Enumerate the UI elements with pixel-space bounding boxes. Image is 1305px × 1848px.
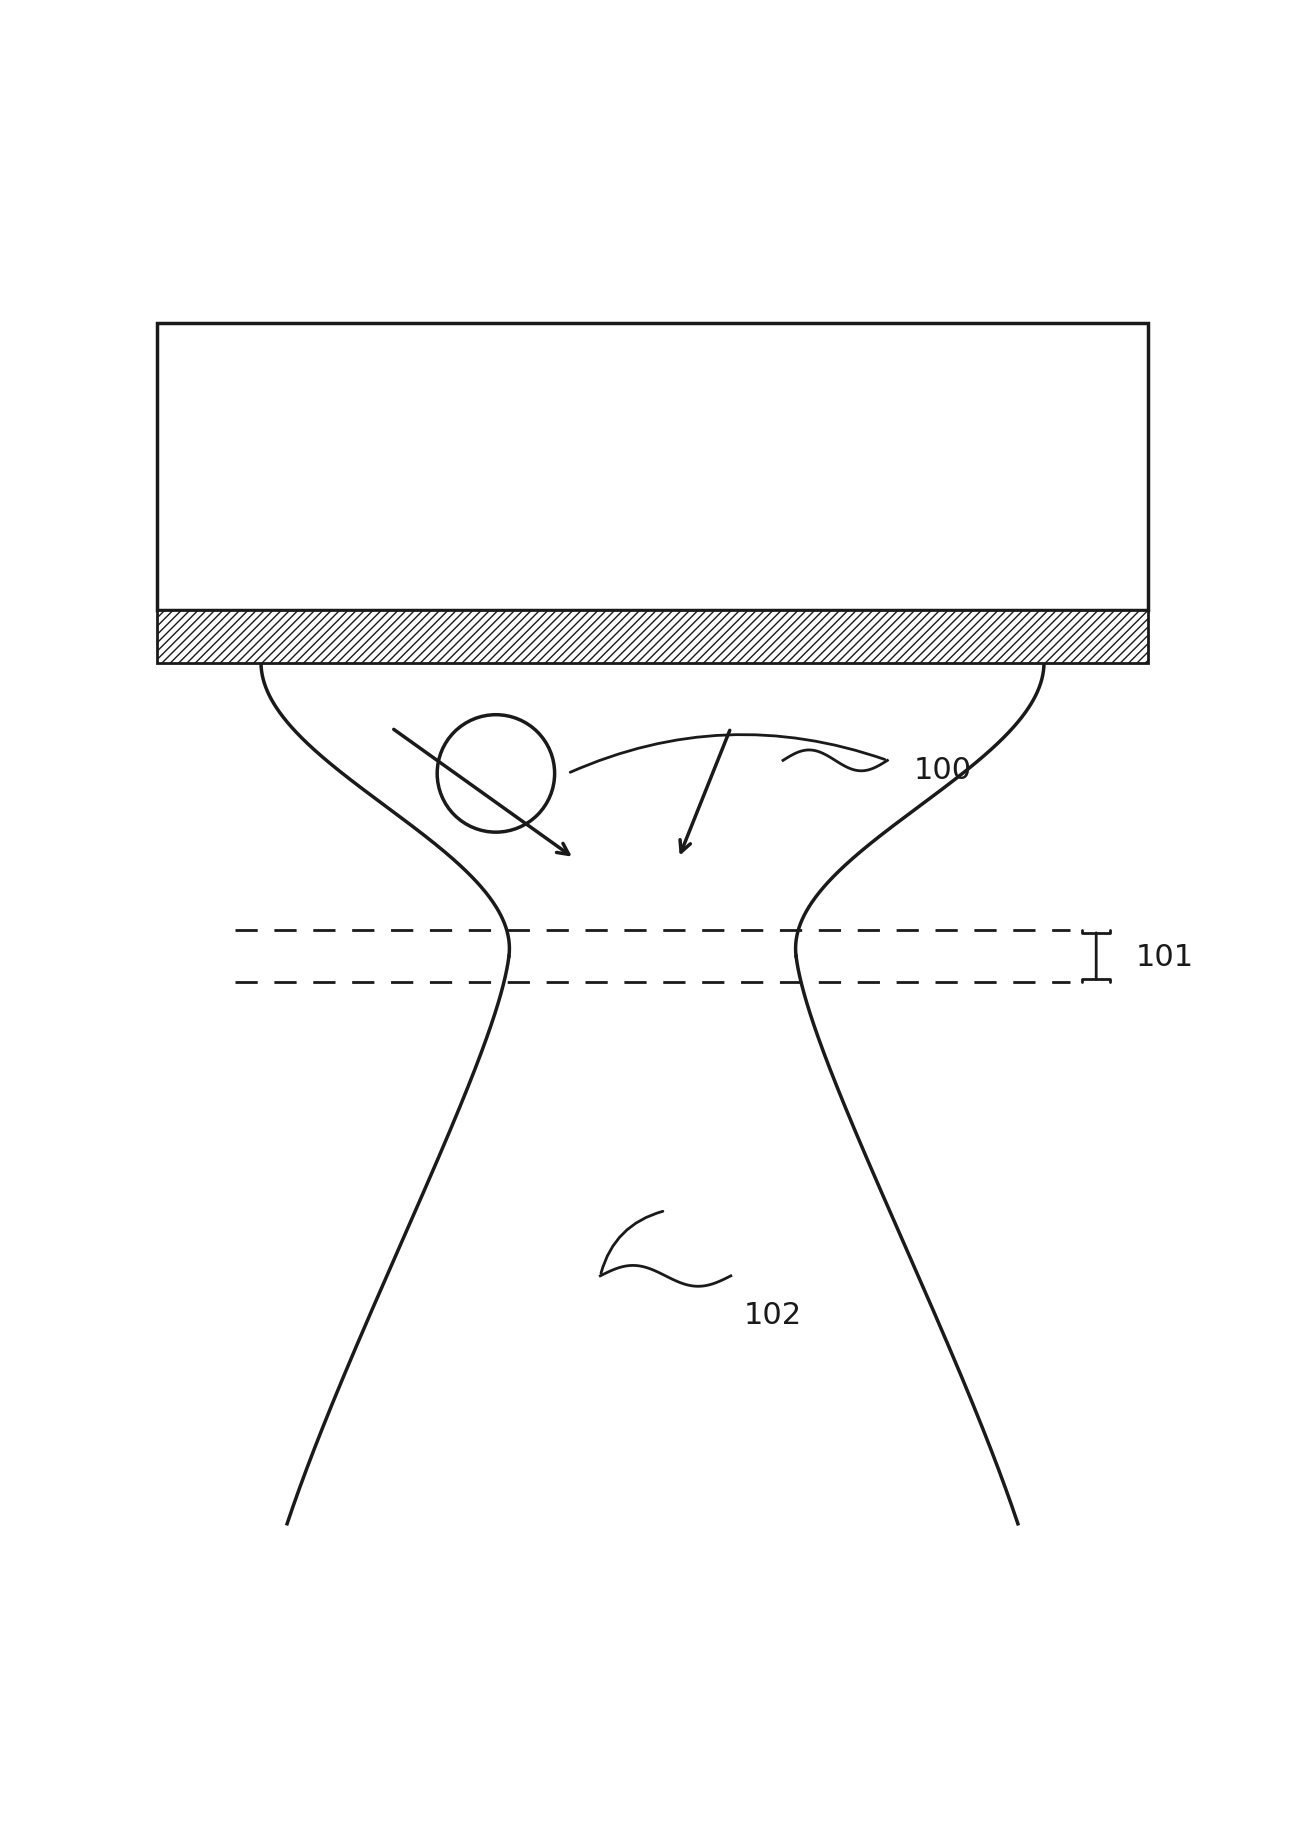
Text: 100: 100 <box>913 756 972 785</box>
Bar <box>157 323 1148 612</box>
Text: 101: 101 <box>1135 942 1194 970</box>
Bar <box>157 612 1148 663</box>
Text: 102: 102 <box>744 1301 803 1331</box>
